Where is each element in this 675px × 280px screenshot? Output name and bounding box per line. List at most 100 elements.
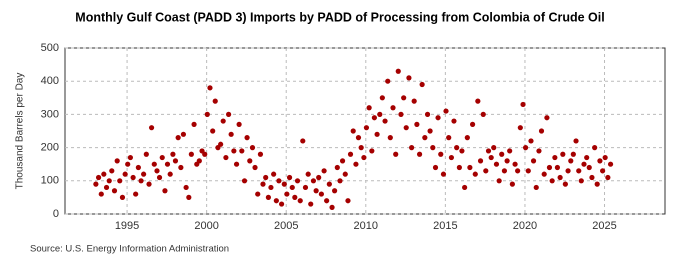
data-point xyxy=(464,135,470,141)
data-point xyxy=(385,78,391,84)
data-point xyxy=(493,161,500,167)
data-point xyxy=(393,151,399,157)
data-point xyxy=(93,181,99,187)
data-point xyxy=(186,194,192,200)
y-tick-label: 500 xyxy=(41,42,59,54)
data-point xyxy=(533,184,539,191)
data-point xyxy=(172,158,179,164)
data-point xyxy=(148,125,155,131)
data-point xyxy=(581,161,587,167)
data-point xyxy=(565,168,571,174)
data-point xyxy=(467,164,473,171)
data-point xyxy=(403,125,409,131)
data-point xyxy=(600,168,606,174)
data-point xyxy=(440,171,447,177)
data-point xyxy=(501,168,508,174)
data-point xyxy=(300,138,306,144)
data-point xyxy=(504,158,510,164)
data-point xyxy=(141,171,147,177)
data-point xyxy=(236,121,242,127)
data-point xyxy=(146,181,152,187)
data-point xyxy=(130,174,136,181)
data-point xyxy=(576,168,582,174)
data-point xyxy=(562,181,568,187)
x-tick-label: 2025 xyxy=(592,220,616,232)
data-point xyxy=(151,161,157,167)
data-point xyxy=(592,145,598,151)
data-point xyxy=(589,174,595,181)
data-point xyxy=(125,161,131,167)
data-point xyxy=(196,158,202,164)
data-point xyxy=(167,171,173,177)
data-point xyxy=(247,158,253,164)
data-point xyxy=(374,131,380,137)
data-point xyxy=(525,168,531,174)
data-point xyxy=(334,164,340,171)
data-point xyxy=(605,174,611,181)
data-point xyxy=(387,135,393,141)
data-point xyxy=(454,145,460,151)
data-point xyxy=(382,118,388,124)
data-point xyxy=(326,181,332,187)
data-point xyxy=(472,171,478,177)
y-tick-label: 0 xyxy=(53,208,59,220)
data-point xyxy=(536,148,542,154)
x-tick-label: 2000 xyxy=(194,220,218,232)
data-point xyxy=(584,154,590,161)
data-point xyxy=(369,148,375,154)
data-point xyxy=(127,154,134,161)
data-point xyxy=(154,168,160,174)
data-point xyxy=(342,171,348,177)
data-point xyxy=(170,151,176,157)
data-point xyxy=(103,184,110,191)
data-point xyxy=(602,154,608,161)
data-point xyxy=(263,174,269,181)
data-point xyxy=(570,151,576,157)
data-point xyxy=(597,158,603,164)
data-point xyxy=(430,145,436,151)
data-point xyxy=(520,101,526,108)
x-tick-label: 2005 xyxy=(274,220,298,232)
data-point xyxy=(366,105,372,111)
data-point xyxy=(95,174,102,181)
plot-frame xyxy=(64,47,666,215)
data-point xyxy=(239,148,245,154)
data-point xyxy=(241,178,248,184)
data-point xyxy=(252,164,258,171)
data-point xyxy=(427,128,433,134)
data-point xyxy=(416,151,423,157)
data-point xyxy=(350,128,356,134)
data-point xyxy=(204,111,210,117)
data-point xyxy=(483,168,489,174)
x-tick-label: 1995 xyxy=(115,220,139,232)
data-point xyxy=(273,198,279,204)
data-point xyxy=(279,201,285,207)
data-point xyxy=(218,141,224,147)
data-point xyxy=(541,171,547,177)
data-point xyxy=(398,111,404,117)
data-point xyxy=(491,145,497,151)
data-point xyxy=(292,194,298,200)
data-point xyxy=(546,164,553,171)
data-point xyxy=(106,178,112,184)
y-tick-label: 300 xyxy=(41,108,59,120)
data-point xyxy=(228,131,234,137)
data-point xyxy=(276,178,282,184)
data-point xyxy=(395,68,401,74)
data-point xyxy=(339,158,346,164)
data-point xyxy=(164,161,171,167)
data-point xyxy=(329,204,335,210)
data-point xyxy=(480,111,486,117)
y-axis-label: Thousand Barrels per Day xyxy=(15,73,26,190)
data-point xyxy=(554,164,561,171)
data-point xyxy=(297,198,303,204)
data-point xyxy=(226,111,232,117)
data-point xyxy=(422,135,428,141)
data-point xyxy=(409,145,415,151)
data-point xyxy=(586,164,592,171)
data-point xyxy=(459,148,465,154)
data-point xyxy=(515,168,521,174)
data-point xyxy=(321,168,327,174)
data-point xyxy=(371,115,377,121)
data-point xyxy=(390,105,396,111)
